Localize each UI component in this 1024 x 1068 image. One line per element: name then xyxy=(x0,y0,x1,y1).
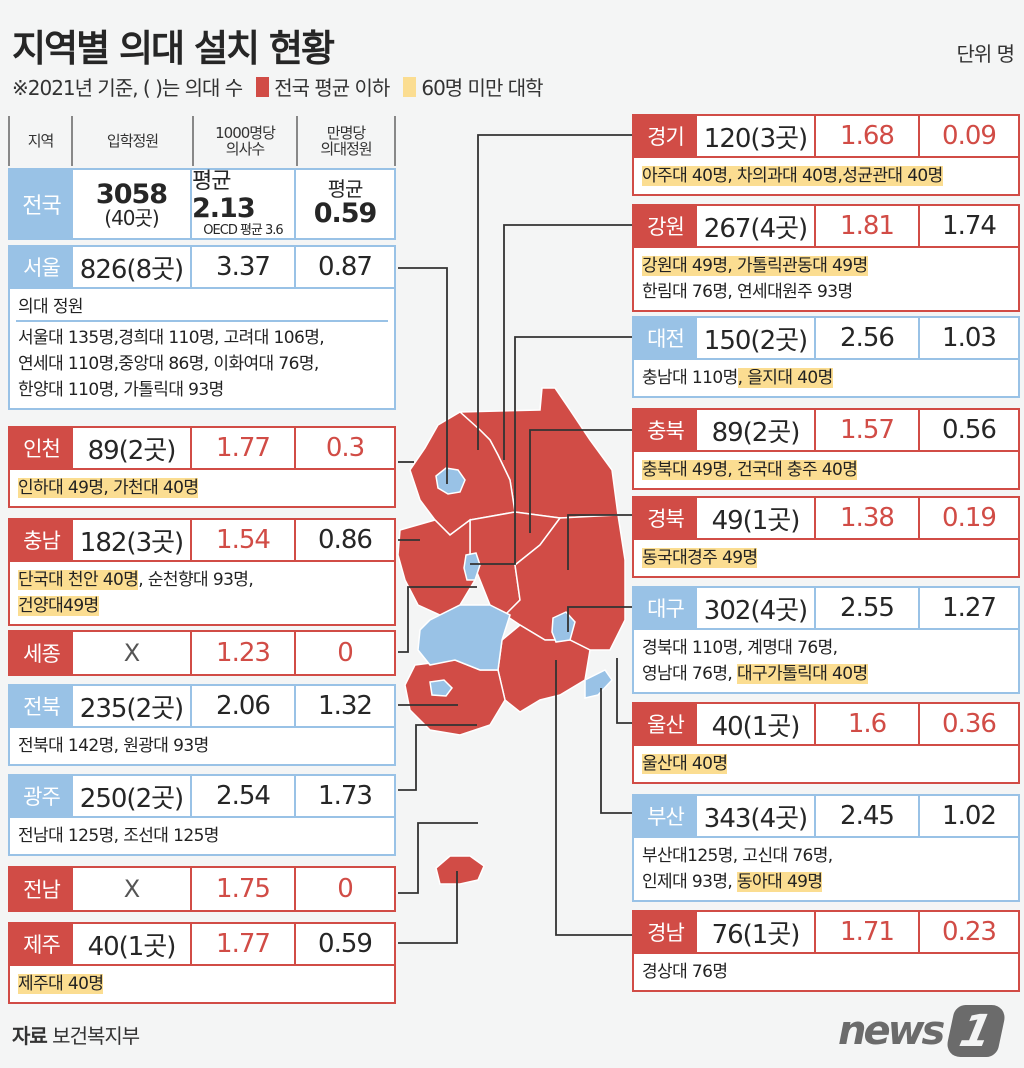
region-box-busan: 부산 343(4곳) 2.45 1.02 부산대125명, 고신대 76명, 인제… xyxy=(632,794,1020,902)
unit-label: 단위 명 xyxy=(956,42,1015,66)
leader-gwangju xyxy=(398,724,477,791)
header-quota: 입학정원 xyxy=(71,116,192,166)
region-box-daegu: 대구 302(4곳) 2.55 1.27 경북대 110명, 계명대 76명, 영… xyxy=(632,586,1020,694)
map-region-jeonbuk xyxy=(417,604,511,671)
region-label: 전국 xyxy=(10,170,73,238)
leader-busan xyxy=(600,688,632,814)
map-region-sejong xyxy=(463,552,481,581)
region-box-jeju: 제주 40(1곳) 1.77 0.59 제주대 40명 xyxy=(8,922,396,1004)
leader-gyeonggi xyxy=(477,134,632,450)
note: ※2021년 기준, ( )는 의대 수 xyxy=(12,76,243,100)
region-box-chungnam: 충남 182(3곳) 1.54 0.86 단국대 천안 40명, 순천향대 93… xyxy=(8,518,396,626)
header-doctors: 1000명당 의사수 xyxy=(192,116,296,166)
leader-jeju xyxy=(398,871,458,944)
map-region-daegu xyxy=(551,611,576,643)
page-title: 지역별 의대 설치 현황 xyxy=(12,27,335,70)
map-region-seoul xyxy=(435,467,466,495)
region-box-sejong: 세종 X 1.23 0 xyxy=(8,630,396,676)
leader-daejeon xyxy=(470,336,632,565)
header-region: 지역 xyxy=(8,116,71,166)
news1-logo: news 1 xyxy=(838,1005,1008,1057)
legend-label-yellow: 60명 미만 대학 xyxy=(421,76,543,100)
leader-gyeongnam xyxy=(555,660,632,936)
map-region-gwangju xyxy=(429,679,453,697)
logo-mark-icon: 1 xyxy=(944,1005,1008,1057)
region-box-incheon: 인천 89(2곳) 1.77 0.3 인하대 49명, 가천대 40명 xyxy=(8,426,396,508)
leader-gangwon xyxy=(503,224,632,460)
map-region-jeju xyxy=(435,855,485,885)
map-region-chungnam xyxy=(397,518,476,616)
leader-gyeongbuk xyxy=(567,514,632,570)
national-box: 전국 3058 (40곳) 평균 2.13 OECD 평균 3.6 평균 0.59 xyxy=(8,168,396,240)
table-header: 지역 입학정원 1000명당 의사수 만명당 의대정원 xyxy=(8,116,396,166)
region-box-gyeongbuk: 경북 49(1곳) 1.38 0.19 동국대경주 49명 xyxy=(632,496,1020,578)
legend-swatch-yellow xyxy=(403,76,417,97)
header-per10k: 만명당 의대정원 xyxy=(296,116,396,166)
region-box-jeonbuk: 전북 235(2곳) 2.06 1.32 전북대 142명, 원광대 93명 xyxy=(8,684,396,766)
leader-chungbuk xyxy=(529,429,632,533)
region-box-seoul: 서울 826(8곳) 3.37 0.87 의대 정원 서울대 135명,경희대 … xyxy=(8,245,396,410)
leader-daegu xyxy=(567,606,632,632)
map-region-jeonnam xyxy=(404,659,506,736)
region-box-gangwon: 강원 267(4곳) 1.81 1.74 강원대 49명, 가톨릭관동대 49명… xyxy=(632,204,1020,312)
leader-seoul xyxy=(398,267,448,484)
map-region-busan xyxy=(584,669,613,699)
legend-label-red: 전국 평균 이하 xyxy=(274,76,390,100)
leader-jeonnam xyxy=(398,822,478,894)
region-box-jeonnam: 전남 X 1.75 0 xyxy=(8,866,396,912)
source-credit: 자료 보건복지부 xyxy=(12,1024,140,1048)
leader-ulsan xyxy=(616,658,632,724)
region-box-daejeon: 대전 150(2곳) 2.56 1.03 충남대 110명, 을지대 40명 xyxy=(632,316,1020,398)
subtitle: ※2021년 기준, ( )는 의대 수 전국 평균 이하 60명 미만 대학 xyxy=(12,72,544,101)
region-box-ulsan: 울산 40(1곳) 1.6 0.36 울산대 40명 xyxy=(632,702,1020,784)
leader-sejong xyxy=(398,586,477,653)
region-box-gwangju: 광주 250(2곳) 2.54 1.73 전남대 125명, 조선대 125명 xyxy=(8,774,396,856)
region-box-chungbuk: 충북 89(2곳) 1.57 0.56 충북대 49명, 건국대 충주 40명 xyxy=(632,408,1020,490)
region-box-gyeongnam: 경남 76(1곳) 1.71 0.23 경상대 76명 xyxy=(632,910,1020,992)
region-box-gyeonggi: 경기 120(3곳) 1.68 0.09 아주대 40명, 차의과대 40명,성… xyxy=(632,114,1020,196)
legend-swatch-red xyxy=(256,76,270,97)
